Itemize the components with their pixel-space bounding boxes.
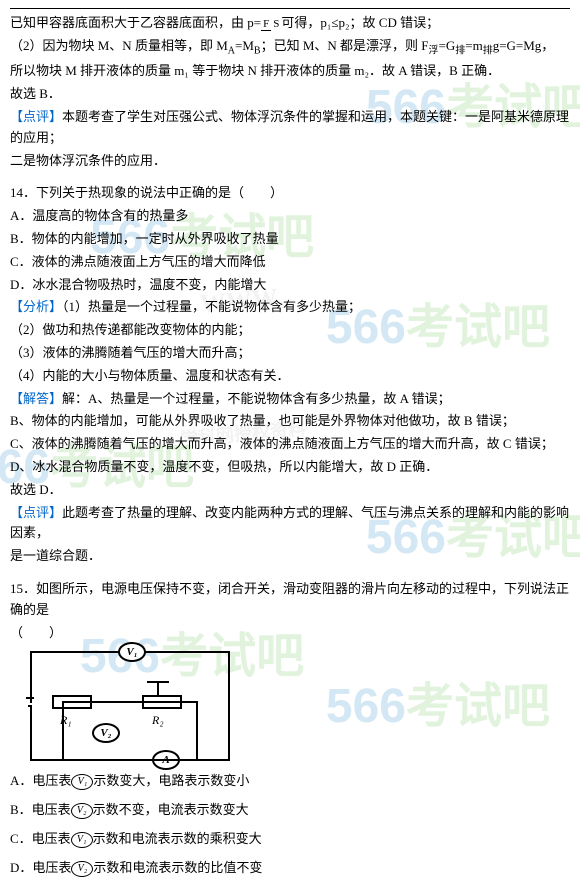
q14-ana2: （2）做功和热传递都能改变物体的内能； <box>10 320 570 341</box>
q15-stem1: 15．如图所示，电源电压保持不变，闭合开关，滑动变阻器的滑片向左移动的过程中，下… <box>10 579 570 621</box>
header-comment2: 二是物体浮沉条件的应用． <box>10 151 570 172</box>
q14-ansC: C、液体的沸腾随着气压的增大而升高，液体的沸点随液面上方气压的增大而升高，故 C… <box>10 434 570 455</box>
q14-ana3: （3）液体的沸腾随着气压的增大而升高； <box>10 343 570 364</box>
q14-ans-head: 【解答】解：A、热量是一个过程量，不能说物体含有多少热量，故 A 错误； <box>10 389 570 410</box>
header-line4: 故选 B． <box>10 84 570 105</box>
q15-optC: C．电压表V₁示数和电流表示数的乘积变大 <box>10 829 570 850</box>
q15-optA: A．电压表V₁示数变大，电路表示数变小 <box>10 771 570 792</box>
q14-ans-end: 故选 D． <box>10 480 570 501</box>
inline-meter-v2b: V₂ <box>71 861 93 877</box>
inline-meter-v1b: V₁ <box>71 832 93 848</box>
header-line1: 已知甲容器底面积大于乙容器底面积，由 p=FS可得，p₁≤p₂；故 CD 错误； <box>10 13 570 34</box>
slider-top <box>147 681 169 683</box>
q14-ana1: 【分析】（1）热量是一个过程量，不能说物体含有多少热量； <box>10 297 570 318</box>
q14-optB: B．物体的内能增加，一定时从外界吸收了热量 <box>10 229 570 250</box>
q14-ansB: B、物体的内能增加，可能从外界吸收了热量，也可能是外界物体对他做功，故 B 错误… <box>10 411 570 432</box>
inline-meter-v1: V₁ <box>71 774 93 790</box>
q14-ansD: D、冰水混合物质量不变，温度不变，但吸热，所以内能增大，故 D 正确． <box>10 457 570 478</box>
q15-optB: B．电压表V₂示数不变，电流表示数变大 <box>10 800 570 821</box>
header-comment1: 【点评】本题考查了学生对压强公式、物体浮沉条件的掌握和运用，本题关键：一是阿基米… <box>10 107 570 149</box>
q14-comment2: 是一道综合题． <box>10 546 570 567</box>
q14-optD: D．冰水混合物吸热时，温度不变，内能增大 <box>10 275 570 296</box>
q14-comment: 【点评】此题考查了热量的理解、改变内能两种方式的理解、气压与沸点关系的理解和内能… <box>10 503 570 545</box>
circuit-diagram: V₁ R₁ R₂ V₂ A <box>30 651 230 761</box>
q14-ana4: （4）内能的大小与物体质量、温度和状态有关． <box>10 366 570 387</box>
slider-arm <box>157 683 159 695</box>
q15-stem2: （ ） <box>10 623 570 644</box>
meter-v1: V₁ <box>118 642 146 662</box>
q14-optA: A．温度高的物体含有的热量多 <box>10 206 570 227</box>
header-line3: 所以物块 M 排开液体的质量 m₁ 等于物块 N 排开液体的质量 m₂．故 A … <box>10 61 570 82</box>
q14-stem: 14．下列关于热现象的说法中正确的是（ ） <box>10 183 570 204</box>
header-line2: （2）因为物块 M、N 质量相等，即 MA=MB；已知 M、N 都是漂浮，则 F… <box>10 36 570 60</box>
q15-optD: D．电压表V₂示数和电流表示数的比值不变 <box>10 858 570 879</box>
inline-meter-v2: V₂ <box>71 803 93 819</box>
top-rule <box>10 8 570 9</box>
q14-optC: C．液体的沸点随液面上方气压的增大而降低 <box>10 252 570 273</box>
